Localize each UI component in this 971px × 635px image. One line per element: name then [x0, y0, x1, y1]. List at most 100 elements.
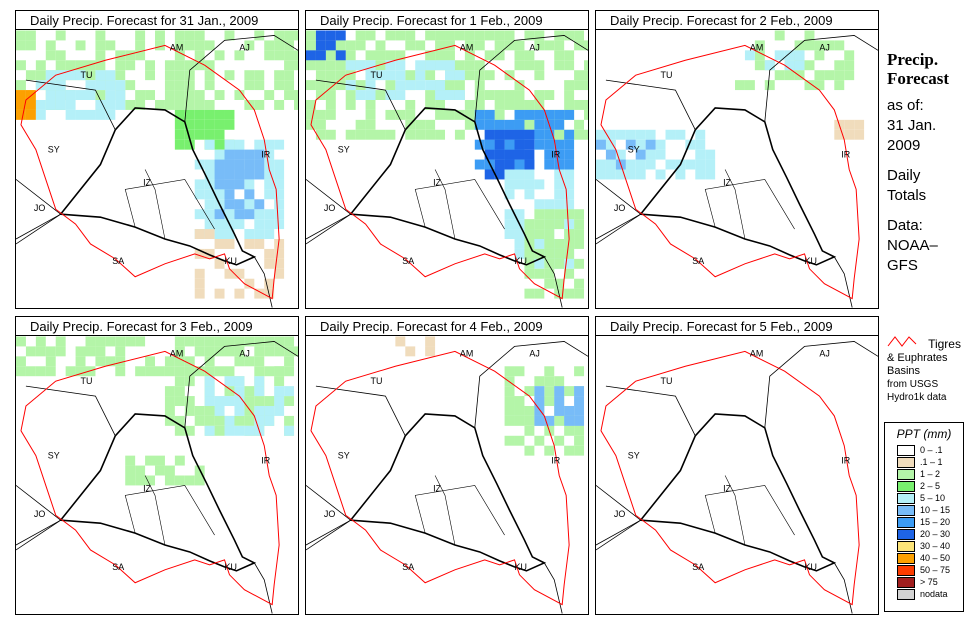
precip-cell: [484, 90, 495, 100]
precip-cell: [584, 40, 588, 51]
precip-cell: [264, 159, 275, 170]
precip-cell: [514, 50, 525, 61]
country-label: SA: [402, 256, 414, 266]
precip-cell: [204, 119, 215, 130]
precip-cell: [554, 405, 565, 416]
precip-cell: [274, 139, 285, 150]
precip-cell: [335, 60, 346, 71]
country-label: AM: [750, 348, 763, 358]
precip-cell: [375, 50, 386, 61]
precip-cell: [174, 90, 185, 100]
precip-cell: [375, 129, 386, 140]
precip-cell: [174, 366, 185, 377]
precip-cell: [264, 336, 275, 347]
precip-cell: [794, 70, 805, 81]
precip-cell: [534, 70, 545, 81]
precip-cell: [544, 415, 555, 426]
precip-cell: [194, 415, 205, 426]
legend-swatch: [897, 588, 915, 600]
precip-cell: [264, 149, 275, 160]
precip-cell: [605, 129, 616, 140]
precip-cell: [164, 70, 175, 81]
precip-cell: [155, 366, 165, 377]
precip-cell: [65, 90, 76, 100]
precip-cell: [224, 336, 235, 347]
precip-cell: [494, 90, 505, 100]
precip-cell: [155, 99, 165, 110]
precip-cell: [155, 30, 165, 41]
precip-cell: [596, 129, 606, 140]
precip-cell: [345, 50, 356, 61]
precip-cell: [184, 336, 195, 347]
country-label: IR: [261, 456, 270, 466]
precip-cell: [524, 219, 535, 230]
precip-cell: [204, 209, 215, 220]
coastline: [833, 562, 853, 614]
precip-cell: [355, 80, 366, 91]
precip-cell: [315, 90, 326, 100]
precip-cell: [284, 396, 295, 406]
precip-cell: [544, 386, 555, 397]
precip-cell: [365, 60, 376, 71]
precip-cell: [35, 346, 46, 357]
precip-cell: [544, 109, 555, 120]
precip-cell: [534, 40, 545, 51]
precip-cell: [615, 149, 626, 160]
precip-cell: [824, 70, 835, 81]
precip-cell: [445, 90, 455, 100]
precip-cell: [385, 129, 396, 140]
country-label: SY: [338, 451, 350, 461]
precip-cell: [784, 60, 795, 71]
precip-cell: [574, 239, 585, 249]
precip-cell: [564, 139, 575, 150]
precip-cell: [244, 229, 255, 240]
precip-cell: [534, 268, 545, 279]
precip-cell: [484, 129, 495, 140]
precip-cell: [274, 405, 285, 416]
precip-cell: [345, 60, 356, 71]
precip-cell: [75, 346, 86, 357]
precip-cell: [574, 40, 585, 51]
precip-cell: [184, 99, 195, 110]
precip-cell: [234, 376, 245, 387]
precip-cell: [294, 30, 298, 41]
precip-cell: [325, 30, 336, 41]
precip-cell: [574, 278, 585, 289]
precip-cell: [224, 70, 235, 81]
precip-cell: [224, 366, 235, 377]
precip-cell: [224, 199, 235, 210]
precip-cell: [264, 396, 275, 406]
precip-cell: [234, 268, 245, 279]
precip-cell: [814, 80, 825, 91]
precip-cell: [395, 60, 406, 71]
precip-cell: [375, 90, 386, 100]
precip-cell: [264, 50, 275, 61]
precip-cell: [695, 149, 706, 160]
precip-cell: [564, 415, 575, 426]
precip-cell: [494, 149, 505, 160]
panel-title: Daily Precip. Forecast for 5 Feb., 2009: [595, 316, 879, 336]
precip-cell: [435, 90, 446, 100]
precip-cell: [95, 346, 106, 357]
precip-cell: [425, 119, 436, 130]
precip-cell: [554, 40, 565, 51]
precip-cell: [534, 99, 545, 110]
panel-title: Daily Precip. Forecast for 2 Feb., 2009: [595, 10, 879, 30]
precip-cell: [164, 396, 175, 406]
basin-boundary: [20, 350, 280, 606]
precip-cell: [425, 70, 436, 81]
precip-cell: [744, 50, 755, 61]
panel-title: Daily Precip. Forecast for 31 Jan., 2009: [15, 10, 299, 30]
precip-cell: [214, 149, 225, 160]
precip-cell: [224, 139, 235, 150]
precip-cell: [264, 248, 275, 259]
legend-item: 30 – 40: [897, 540, 963, 552]
country-borders: [704, 485, 795, 536]
precip-cell: [514, 90, 525, 100]
iraq-border: [59, 107, 257, 266]
precip-cell: [85, 109, 96, 120]
precip-cell: [514, 435, 525, 446]
precip-cell: [25, 70, 36, 81]
precip-cell: [574, 288, 585, 299]
precip-cell: [264, 139, 275, 150]
